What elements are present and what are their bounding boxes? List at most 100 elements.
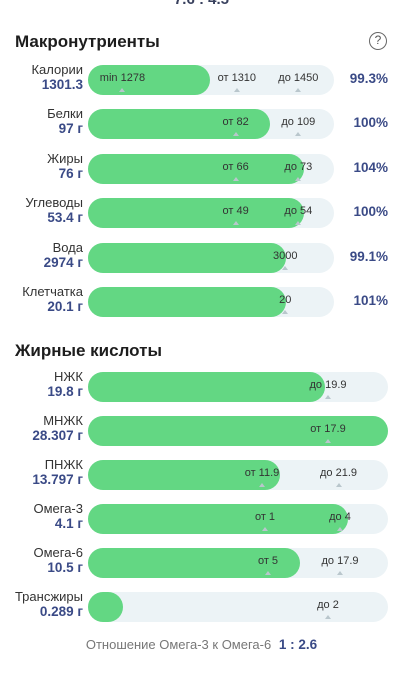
nutrient-name: Вода [52,239,83,255]
range-marker-label: от 1 [254,511,276,523]
nutrient-row[interactable]: Калории 1301.3 min 1278 от 1310 до 1450 99.3% [0,62,403,102]
progress-fill [88,65,210,95]
range-marker-label: до 109 [281,116,316,129]
progress-fill [88,153,305,184]
nutrient-name: Белки [47,106,83,122]
range-marker-label: 20 [279,294,292,306]
nutrient-label: МНЖК 28.307 г [32,413,83,444]
marker-triangle-icon [282,265,289,270]
progress-track: min 1278 от 1310 до 1450 [88,65,334,95]
nutrient-name: Жиры [47,150,83,166]
nutrient-label: Омега-3 4.1 г [33,501,83,532]
marker-triangle-icon [295,88,302,92]
nutrient-name: Трансжиры [14,589,83,604]
nutrient-row[interactable]: ПНЖК 13.797 г от 11.9 до 21.9 [0,457,403,497]
nutrient-row[interactable]: Белки 97 г от 82 до 109 100% [0,106,403,146]
nutrient-name: Омега-6 [33,545,83,560]
range-marker-label: от 5 [257,555,279,567]
progress-track: от 49 до 54 [88,198,334,229]
nutrient-row[interactable]: МНЖК 28.307 г от 17.9 [0,413,403,453]
nutrient-amount: 1301.3 [41,77,83,92]
range-marker-label: от 11.9 [244,467,280,479]
percent-of-norm: 104% [353,159,388,175]
progress-track: от 66 до 73 [88,153,334,184]
nutrient-label: Углеводы 53.4 г [25,195,83,226]
range-marker-label: до 2 [317,599,339,611]
marker-triangle-icon [295,176,302,181]
progress-track: 20 [88,287,334,317]
nutrient-amount: 4.1 г [54,516,83,531]
progress-fill [88,416,388,446]
nutrient-amount: 53.4 г [47,210,83,226]
marker-triangle-icon [232,176,239,181]
nutrient-row[interactable]: Вода 2974 г 3000 99.1% [0,240,403,280]
nutrient-amount: 0.289 г [39,604,83,619]
nutrient-amount: 2974 г [43,254,83,270]
marker-triangle-icon [119,88,126,92]
nutrient-amount: 28.307 г [32,428,83,443]
nutrient-amount: 76 г [58,165,83,181]
nutrient-label: Трансжиры 0.289 г [15,589,83,620]
omega-ratio: Отношение Омега-3 к Омега-6 1 : 2.6 [0,637,403,652]
nutrient-label: ПНЖК 13.797 г [32,457,83,488]
range-marker-label: от 82 [222,116,249,129]
range-marker-label: min 1278 [99,72,146,84]
range-marker-label: до 1450 [278,72,319,84]
previous-ratio-value: 7.6 : 4.5 [0,0,403,8]
progress-track: до 2 [88,592,388,622]
nutrient-label: Белки 97 г [47,106,83,137]
progress-fill [88,287,287,317]
progress-fill [88,548,301,578]
help-icon[interactable]: ? [369,32,387,50]
progress-track: от 1 до 4 [88,504,388,534]
nutrient-row[interactable]: Омега-3 4.1 г от 1 до 4 [0,501,403,541]
percent-of-norm: 101% [353,293,388,308]
omega-ratio-value: 1 : 2.6 [278,637,318,652]
marker-triangle-icon [295,221,302,226]
nutrient-amount: 13.797 г [32,472,83,487]
range-marker-label: до 54 [284,205,313,218]
marker-triangle-icon [282,310,289,314]
range-marker-label: от 49 [222,205,249,218]
marker-triangle-icon [337,571,343,575]
range-marker-label: от 17.9 [310,423,346,435]
progress-track: от 11.9 до 21.9 [88,460,388,490]
range-marker-label: до 73 [284,160,313,173]
progress-fill [88,242,287,273]
marker-triangle-icon [325,439,331,443]
fatty-acids-title: Жирные кислоты [15,341,162,360]
nutrient-amount: 20.1 г [47,299,83,314]
percent-of-norm: 100% [353,204,388,220]
progress-fill [88,372,325,402]
range-marker-label: до 21.9 [319,467,358,479]
percent-of-norm: 99.3% [349,71,388,86]
nutrient-name: Калории [31,62,83,77]
nutrient-label: Вода 2974 г [44,240,83,271]
nutrient-row[interactable]: Омега-6 10.5 г от 5 до 17.9 [0,545,403,585]
range-marker-label: до 19.9 [309,379,347,391]
progress-track: от 17.9 [88,416,388,446]
marker-triangle-icon [259,483,265,487]
percent-of-norm: 99.1% [349,248,388,264]
nutrient-row[interactable]: Углеводы 53.4 г от 49 до 54 100% [0,195,403,235]
nutrient-row[interactable]: НЖК 19.8 г до 19.9 [0,369,403,409]
nutrient-name: НЖК [54,369,83,384]
range-marker-label: от 1310 [217,72,257,84]
percent-of-norm: 100% [353,115,388,131]
nutrient-name: Углеводы [25,195,83,211]
nutrient-name: Омега-3 [33,501,83,516]
nutrient-label: Клетчатка 20.1 г [22,284,83,315]
progress-fill [88,504,349,534]
marker-triangle-icon [265,571,271,575]
nutrient-label: Жиры 76 г [47,151,83,182]
nutrient-row[interactable]: Жиры 76 г от 66 до 73 104% [0,151,403,191]
nutrient-label: Калории 1301.3 [31,62,83,93]
marker-triangle-icon [232,221,239,226]
nutrient-label: НЖК 19.8 г [47,369,83,400]
progress-track: 3000 [88,242,334,273]
progress-fill [88,109,271,140]
nutrient-row[interactable]: Трансжиры 0.289 г до 2 [0,589,403,629]
nutrient-row[interactable]: Клетчатка 20.1 г 20 101% [0,284,403,324]
nutrient-amount: 97 г [58,121,83,137]
marker-triangle-icon [335,483,342,487]
